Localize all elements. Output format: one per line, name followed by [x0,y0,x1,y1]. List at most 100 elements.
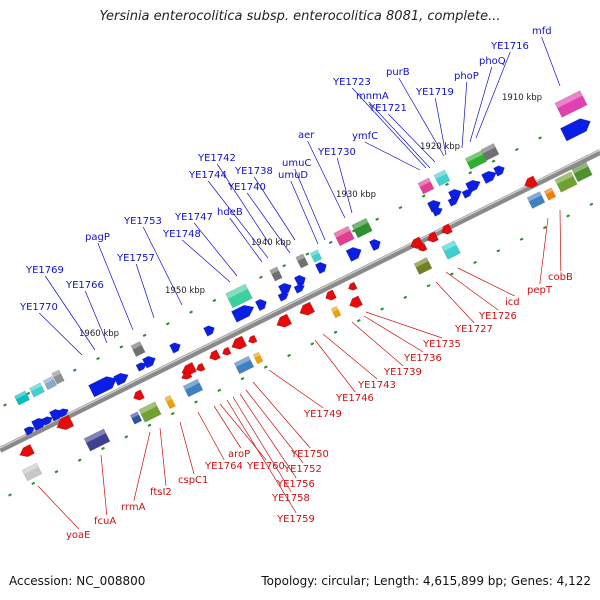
forward-tick-mark [539,137,542,138]
forward-tick-mark [399,207,402,208]
reverse-tick-mark [520,238,523,239]
forward-gene-label: YE1742 [197,153,236,164]
forward-gene-label: hdeB [217,207,243,218]
forward-gene-arrow [255,297,268,310]
reverse-tick-mark [543,227,546,228]
forward-gene-label: mnmA [356,91,389,102]
reverse-leader-line [560,210,561,271]
forward-gene-box [555,91,587,118]
genome-map-view: Yersinia enterocolitica subsp. enterocol… [0,0,600,600]
reverse-tick-mark [264,366,267,367]
reverse-tick-mark [241,378,244,379]
reverse-leader-line [315,340,355,392]
reverse-gene-label: YE1746 [335,393,374,404]
forward-gene-box [296,254,309,268]
forward-gene-arrow [315,260,328,273]
reverse-tick-mark [102,448,105,449]
reverse-tick-mark [78,459,81,460]
reverse-leader-line [446,272,498,310]
reverse-gene-label: fcuA [94,516,116,527]
forward-gene-label: YE1719 [415,87,454,98]
forward-gene-arrow [346,245,364,262]
reverse-gene-arrow [208,350,221,363]
reverse-gene-arrow [132,390,145,403]
forward-tick-mark [515,149,518,150]
kbp-scale-label: 1960 kbp [79,329,119,339]
reverse-gene-arrow [347,296,362,310]
forward-tick-mark [120,346,123,347]
forward-gene-label: YE1721 [368,103,407,114]
reverse-gene-box [130,412,142,425]
forward-leader-line [388,114,435,162]
reverse-gene-label: ftsI2 [150,487,172,498]
reverse-leader-line [101,455,107,515]
accession-text: Accession: NC_008800 [9,574,145,588]
forward-gene-label: umuC [282,158,311,169]
reverse-leader-line [246,390,303,463]
reverse-gene-label: rrmA [121,502,146,513]
reverse-gene-label: yoaE [66,530,90,541]
forward-tick-mark [446,184,449,185]
reverse-tick-mark [311,343,314,344]
reverse-tick-mark [148,425,151,426]
forward-tick-mark [213,300,216,301]
kbp-scale-label: 1920 kbp [420,142,460,152]
forward-gene-label: YE1723 [332,77,371,88]
forward-leader-line [542,37,560,86]
reverse-gene-arrow [221,347,231,357]
reverse-gene-box [253,352,263,364]
reverse-leader-line [214,406,241,448]
reverse-tick-mark [381,308,384,309]
reverse-gene-box [183,379,203,397]
reverse-gene-label: YE1758 [271,493,310,504]
forward-gene-arrow [204,324,217,337]
forward-gene-arrow [294,273,307,286]
forward-tick-mark [329,242,332,243]
forward-leader-line [39,313,82,355]
reverse-tick-mark [334,332,337,333]
reverse-leader-line [352,322,403,366]
reverse-gene-label: aroP [228,449,250,460]
reverse-gene-arrow [347,282,357,292]
reverse-gene-label: cobB [548,272,573,283]
reverse-gene-label: YE1759 [276,514,315,525]
reverse-leader-line [366,312,442,338]
reverse-tick-mark [9,494,12,495]
reverse-tick-mark [357,320,360,321]
forward-gene-label: mfd [532,26,552,37]
reverse-tick-mark [474,262,477,263]
reverse-gene-label: YE1735 [422,339,461,350]
forward-leader-line [352,88,426,168]
reverse-gene-label: YE1736 [403,353,442,364]
forward-gene-box [352,218,373,238]
reverse-gene-box [527,192,545,209]
reverse-gene-label: pepT [527,285,553,296]
reverse-gene-label: icd [505,297,520,308]
reverse-gene-label: YE1726 [478,311,517,322]
forward-tick-mark [166,323,169,324]
forward-gene-label: YE1730 [317,147,356,158]
reverse-gene-box [331,306,341,318]
forward-tick-mark [422,195,425,196]
reverse-gene-arrow [18,444,35,459]
forward-tick-mark [143,335,146,336]
reverse-gene-arrow [274,314,291,330]
forward-gene-label: YE1766 [65,280,104,291]
forward-gene-label: phoP [454,71,479,82]
forward-leader-line [291,181,318,244]
reverse-leader-line [134,432,150,501]
reverse-leader-line [160,428,166,486]
forward-gene-box [29,383,44,397]
reverse-gene-box [84,429,110,451]
reverse-leader-line [198,412,224,460]
forward-gene-label: YE1744 [188,170,227,181]
forward-leader-line [337,158,352,213]
reverse-tick-mark [404,297,407,298]
forward-gene-label: pagP [85,232,110,243]
forward-tick-mark [97,358,100,359]
forward-gene-box [131,341,145,356]
kbp-scale-label: 1930 kbp [336,190,376,200]
forward-gene-label: YE1753 [123,216,162,227]
forward-gene-box [226,284,253,308]
forward-tick-mark [306,253,309,254]
